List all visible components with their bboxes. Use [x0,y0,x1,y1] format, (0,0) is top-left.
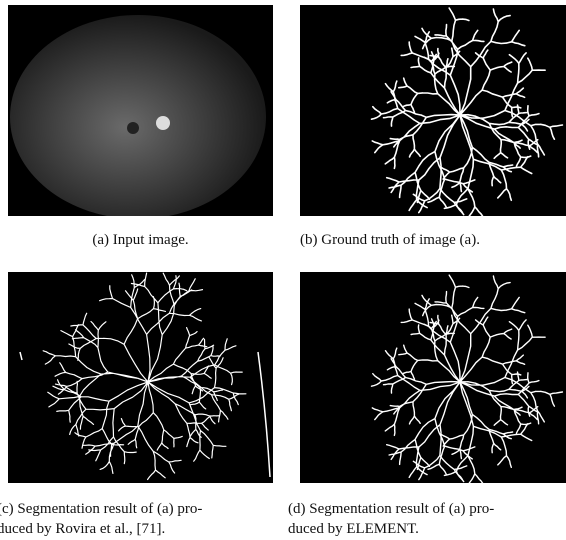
vessel-map [372,8,563,216]
noise-artifact [20,352,270,477]
vessel-map [372,275,563,483]
caption: (b) Ground truth of image (a). [300,230,480,250]
input-image [8,5,273,216]
ground-truth-image [300,5,566,216]
caption: (a) Input image. [0,230,281,250]
page: (a) Input image. (b) Ground truth of ima… [0,0,566,540]
caption: duced by Rovira et al., [71]. [0,519,165,539]
caption: duced by ELEMENT. [288,519,419,539]
caption: (c) Segmentation result of (a) pro- [0,499,202,519]
rovira-segmentation-image [8,272,273,483]
vessel-map [43,273,246,479]
element-segmentation-image [300,272,566,483]
caption: (d) Segmentation result of (a) pro- [288,499,494,519]
